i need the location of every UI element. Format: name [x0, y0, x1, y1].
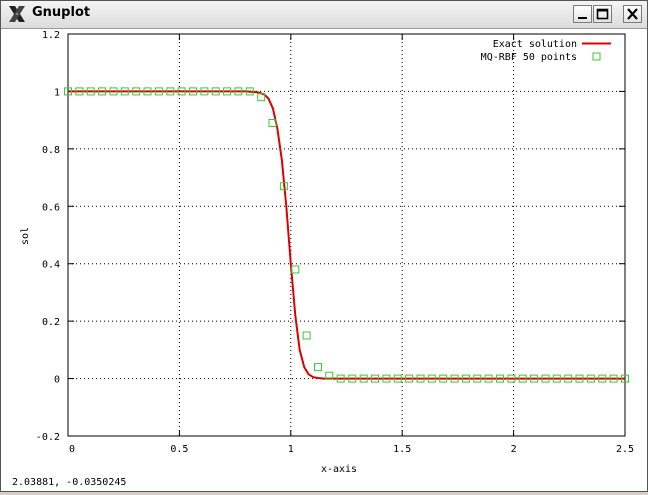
- title-bar[interactable]: Gnuplot: [1, 1, 647, 29]
- chart-canvas[interactable]: 0 0.5 1 1.5 2 2.5 -0.2 0 0.2 0.4 0.6 0.8 1 1.2 x-axis…: [1, 29, 647, 491]
- rbf-point: [166, 87, 175, 96]
- rbf-point: [302, 331, 311, 340]
- close-icon: [627, 8, 638, 20]
- legend-marker-rbf: [592, 52, 601, 61]
- x-axis-label: x-axis: [321, 464, 357, 475]
- rbf-point: [120, 87, 129, 96]
- rbf-point: [200, 87, 209, 96]
- rbf-point: [598, 374, 607, 383]
- x-window-icon: [9, 6, 25, 22]
- rbf-point: [382, 374, 391, 383]
- rbf-point: [609, 374, 618, 383]
- rbf-point: [98, 87, 107, 96]
- rbf-point: [416, 374, 425, 383]
- x-tick-label: 1: [288, 444, 294, 455]
- legend-label-exact: Exact solution: [493, 39, 577, 50]
- rbf-point: [143, 87, 152, 96]
- y-tick-label: 0.6: [42, 202, 60, 213]
- y-tick-label: 0.2: [42, 317, 60, 328]
- y-tick-label: 0.8: [42, 145, 60, 156]
- rbf-point: [109, 87, 118, 96]
- plot-frame: [67, 33, 626, 437]
- close-button[interactable]: [623, 5, 642, 23]
- legend: Exact solution MQ-RBF 50 points: [481, 39, 611, 63]
- rbf-point: [177, 87, 186, 96]
- rbf-point: [427, 374, 436, 383]
- rbf-point: [211, 87, 220, 96]
- window-title: Gnuplot: [32, 5, 91, 20]
- rbf-point: [507, 374, 516, 383]
- rbf-point: [314, 363, 322, 372]
- rbf-point: [268, 119, 277, 127]
- rbf-point: [189, 87, 197, 96]
- rbf-point: [450, 374, 459, 383]
- rbf-point: [461, 374, 470, 383]
- rbf-point: [325, 371, 334, 380]
- y-tick-label: 1.2: [42, 30, 60, 41]
- rbf-point: [530, 374, 539, 383]
- rbf-point: [564, 374, 573, 383]
- rbf-point: [234, 87, 243, 96]
- minimize-button[interactable]: [573, 5, 592, 23]
- y-tick-label: 0: [54, 375, 60, 386]
- rbf-point: [336, 374, 345, 383]
- tick-labels: 0 0.5 1 1.5 2 2.5 -0.2 0 0.2 0.4 0.6 0.8 1 1.2: [36, 30, 634, 455]
- rbf-point: [586, 374, 595, 383]
- rbf-point: [75, 87, 84, 96]
- rbf-point: [223, 87, 232, 96]
- rbf-point: [279, 182, 288, 191]
- data-series: [64, 87, 629, 383]
- rbf-point: [154, 87, 163, 96]
- maximize-icon: [596, 8, 609, 20]
- rbf-point: [405, 374, 414, 383]
- legend-label-rbf: MQ-RBF 50 points: [481, 52, 577, 63]
- x-tick-label: 0.5: [170, 444, 188, 455]
- rbf-point: [371, 374, 379, 383]
- minimize-icon: [578, 17, 587, 19]
- cursor-coordinates: 2.03881, -0.0350245: [12, 477, 127, 488]
- rbf-point: [86, 87, 95, 96]
- y-tick-label: -0.2: [36, 432, 60, 443]
- rbf-point: [393, 374, 402, 383]
- rbf-point: [552, 374, 561, 383]
- maximize-button[interactable]: [593, 5, 612, 23]
- rbf-point: [359, 374, 368, 383]
- rbf-point: [518, 374, 527, 383]
- axes-frame: [67, 33, 626, 437]
- x-tick-label: 0: [69, 444, 75, 455]
- x-tick-label: 2.5: [616, 444, 634, 455]
- rbf-point: [496, 374, 504, 383]
- y-axis-label: sol: [20, 227, 31, 245]
- rbf-point: [484, 374, 493, 383]
- x-tick-label: 2: [511, 444, 517, 455]
- y-tick-label: 0.4: [42, 260, 60, 271]
- rbf-point: [575, 374, 584, 383]
- exact-solution-line: [68, 90, 625, 380]
- rbf-point: [257, 93, 266, 102]
- rbf-point: [541, 374, 550, 383]
- rbf-point: [439, 374, 448, 383]
- plot-area[interactable]: 0 0.5 1 1.5 2 2.5 -0.2 0 0.2 0.4 0.6 0.8 1 1.2 x-axis…: [1, 29, 647, 491]
- y-tick-label: 1: [54, 87, 60, 98]
- rbf-point: [473, 374, 482, 383]
- rbf-point: [348, 374, 357, 383]
- rbf-point: [245, 87, 254, 96]
- grid-lines: [68, 34, 625, 436]
- rbf-point: [291, 265, 300, 274]
- rbf-point: [621, 374, 629, 383]
- rbf-point: [64, 87, 72, 96]
- x-tick-label: 1.5: [393, 444, 411, 455]
- rbf-point: [132, 87, 141, 96]
